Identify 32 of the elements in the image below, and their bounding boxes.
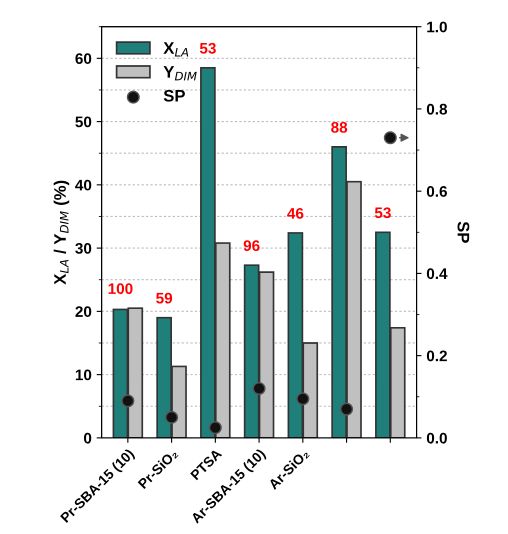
point bbox=[208, 421, 222, 434]
annotation: 96 bbox=[244, 240, 260, 252]
y-tick-label: 20 bbox=[75, 306, 92, 318]
y2-axis-title: SP bbox=[458, 222, 470, 243]
legend-label: SP bbox=[164, 90, 185, 102]
y-tick-label: 40 bbox=[75, 180, 92, 191]
annotation: 53 bbox=[200, 42, 216, 54]
y2-tick-label: 0.4 bbox=[426, 268, 448, 280]
point bbox=[340, 402, 354, 416]
point bbox=[296, 392, 310, 406]
y2-tick-label: 0.0 bbox=[426, 432, 447, 444]
point bbox=[252, 382, 266, 396]
y-tick-label: 0 bbox=[84, 432, 92, 444]
legend-label: Y$_{DIM}$ bbox=[164, 66, 197, 80]
y2-tick-label: 0.8 bbox=[426, 104, 448, 115]
point bbox=[121, 394, 134, 408]
y-tick-label: 30 bbox=[75, 242, 92, 254]
y-tick-label: 60 bbox=[75, 53, 92, 64]
point bbox=[384, 131, 397, 144]
annotation: 88 bbox=[331, 122, 348, 133]
legend-label: X$_{LA}$ bbox=[163, 42, 188, 56]
y-axis-title: X$_{LA}$ / Y$_{DIM}$ (%) bbox=[54, 180, 70, 285]
point bbox=[165, 410, 178, 424]
y-tick-label: 50 bbox=[75, 116, 92, 128]
annotation: 100 bbox=[108, 283, 133, 294]
y2-tick-label: 1.0 bbox=[427, 22, 447, 32]
y2-tick-label: 0.2 bbox=[426, 350, 447, 362]
y2-tick-label: 0.6 bbox=[426, 186, 447, 197]
annotation: 46 bbox=[287, 208, 304, 219]
y-tick-label: 10 bbox=[76, 369, 92, 380]
annotation: 59 bbox=[156, 292, 172, 304]
annotation: 53 bbox=[374, 207, 391, 218]
